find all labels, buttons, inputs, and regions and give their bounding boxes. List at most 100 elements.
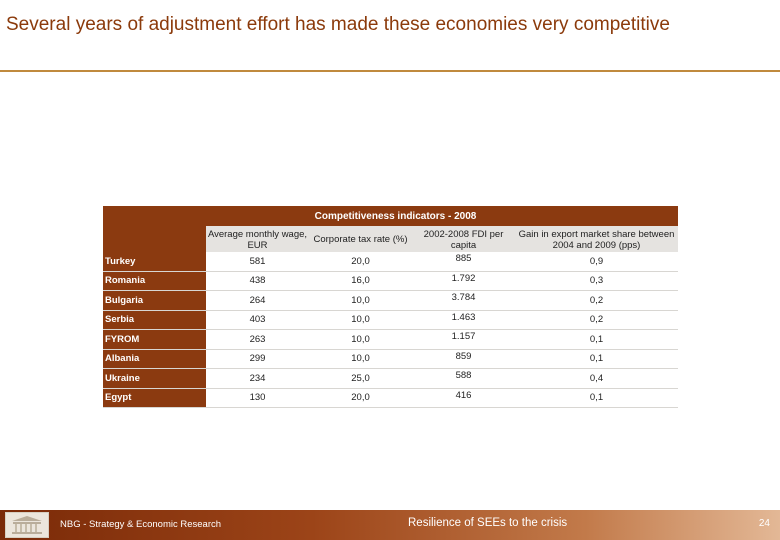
- column-header-export-gain: Gain in export market share between 2004…: [518, 228, 675, 251]
- country-label-text: Bulgaria: [105, 294, 144, 306]
- cell-export-gain-text: 0,9: [589, 255, 604, 267]
- cell-tax-text: 10,0: [351, 353, 370, 365]
- cell-fdi-text: 588: [455, 370, 472, 381]
- cell-wage-text: 581: [249, 255, 266, 267]
- cell-wage: 234: [206, 369, 309, 388]
- cell-wage: 130: [206, 388, 309, 407]
- country-label-text: FYROM: [105, 333, 140, 345]
- slide-title: Several years of adjustment effort has m…: [6, 14, 670, 35]
- cell-wage-text: 403: [249, 314, 266, 326]
- cell-export-gain-text: 0,2: [589, 314, 604, 326]
- page-number: 24: [758, 518, 770, 529]
- cell-tax-text: 25,0: [351, 372, 370, 384]
- country-label-text: Turkey: [105, 255, 136, 267]
- cell-fdi: 859: [412, 349, 515, 368]
- cell-wage: 263: [206, 330, 309, 349]
- cell-fdi: 588: [412, 369, 515, 388]
- table-title: Competitiveness indicators - 2008: [103, 206, 678, 226]
- cell-export-gain-text: 0,2: [589, 294, 604, 306]
- table-body: Turkey 581 20,0 885 0,9 Romania 438 16,0 1.792 0,…: [103, 252, 678, 408]
- cell-tax-text: 20,0: [351, 255, 370, 267]
- cell-tax: 10,0: [309, 310, 412, 329]
- country-label: Ukraine: [103, 369, 206, 388]
- cell-wage-text: 263: [249, 333, 266, 345]
- country-label: Bulgaria: [103, 291, 206, 310]
- cell-tax: 25,0: [309, 369, 412, 388]
- cell-wage-text: 438: [249, 275, 266, 287]
- cell-tax-text: 16,0: [351, 275, 370, 287]
- column-header-fdi: 2002-2008 FDI per capita: [423, 228, 504, 251]
- table-corner-cell: [103, 226, 206, 252]
- cell-tax-text: 10,0: [351, 294, 370, 306]
- country-label: Serbia: [103, 310, 206, 329]
- cell-fdi: 3.784: [412, 291, 515, 310]
- table-row: Ukraine 234 25,0 588 0,4: [103, 369, 678, 389]
- cell-tax: 20,0: [309, 252, 412, 271]
- table-row: Egypt 130 20,0 416 0,1: [103, 388, 678, 408]
- cell-fdi-text: 1.792: [451, 272, 476, 284]
- cell-tax-text: 10,0: [351, 333, 370, 345]
- table-row: Romania 438 16,0 1.792 0,3: [103, 271, 678, 291]
- cell-wage-text: 130: [249, 392, 266, 404]
- cell-wage: 264: [206, 291, 309, 310]
- cell-tax: 10,0: [309, 291, 412, 310]
- competitiveness-table: Competitiveness indicators - 2008 Averag…: [103, 206, 678, 408]
- cell-wage-text: 264: [249, 294, 266, 306]
- cell-export-gain: 0,2: [515, 310, 678, 329]
- table-row: Bulgaria 264 10,0 3.784 0,2: [103, 291, 678, 311]
- table-row: Serbia 403 10,0 1.463 0,2: [103, 310, 678, 330]
- cell-tax: 10,0: [309, 330, 412, 349]
- table-row: Albania 299 10,0 859 0,1: [103, 349, 678, 369]
- table-row: Turkey 581 20,0 885 0,9: [103, 252, 678, 272]
- cell-export-gain: 0,1: [515, 349, 678, 368]
- cell-fdi-text: 1.463: [451, 311, 476, 323]
- footer-organization: NBG - Strategy & Economic Research: [60, 519, 222, 530]
- country-label-text: Romania: [105, 275, 146, 287]
- country-label: Egypt: [103, 388, 206, 407]
- country-label: Albania: [103, 349, 206, 368]
- cell-fdi: 885: [412, 252, 515, 271]
- country-label: Romania: [103, 271, 206, 290]
- cell-export-gain-text: 0,3: [589, 275, 604, 287]
- cell-fdi-text: 1.157: [451, 331, 476, 342]
- country-label: Turkey: [103, 252, 206, 271]
- cell-fdi-text: 885: [455, 253, 472, 264]
- cell-export-gain-text: 0,1: [589, 333, 604, 345]
- cell-fdi: 416: [412, 388, 515, 407]
- table-row: FYROM 263 10,0 1.157 0,1: [103, 330, 678, 350]
- country-label-text: Albania: [105, 353, 140, 365]
- cell-tax: 20,0: [309, 388, 412, 407]
- column-header-tax: Corporate tax rate (%): [313, 234, 408, 245]
- cell-fdi: 1.463: [412, 310, 515, 329]
- country-label-text: Egypt: [105, 392, 132, 404]
- bank-building-icon: [5, 512, 49, 538]
- cell-export-gain-text: 0,4: [589, 372, 604, 384]
- cell-tax-text: 10,0: [351, 314, 370, 326]
- cell-fdi-text: 3.784: [451, 292, 476, 303]
- cell-export-gain: 0,4: [515, 369, 678, 388]
- cell-wage-text: 299: [249, 353, 266, 365]
- cell-export-gain-text: 0,1: [589, 353, 604, 365]
- column-header-wage: Average monthly wage, EUR: [207, 228, 308, 251]
- cell-wage: 581: [206, 252, 309, 271]
- cell-fdi: 1.792: [412, 271, 515, 290]
- table-column-headers: Average monthly wage, EUR Corporate tax …: [103, 226, 678, 252]
- cell-export-gain-text: 0,1: [589, 392, 604, 404]
- cell-wage: 299: [206, 349, 309, 368]
- cell-export-gain: 0,1: [515, 330, 678, 349]
- cell-fdi-text: 416: [455, 389, 472, 401]
- title-divider: [0, 70, 780, 72]
- cell-wage-text: 234: [249, 372, 266, 384]
- cell-wage: 403: [206, 310, 309, 329]
- cell-tax-text: 20,0: [351, 392, 370, 404]
- cell-export-gain: 0,9: [515, 252, 678, 271]
- country-label: FYROM: [103, 330, 206, 349]
- footer-bar: NBG - Strategy & Economic Research Resil…: [0, 510, 780, 540]
- cell-fdi: 1.157: [412, 330, 515, 349]
- country-label-text: Ukraine: [105, 372, 140, 384]
- cell-tax: 10,0: [309, 349, 412, 368]
- cell-wage: 438: [206, 271, 309, 290]
- country-label-text: Serbia: [105, 314, 135, 326]
- footer-presentation-title: Resilience of SEEs to the crisis: [408, 517, 568, 529]
- cell-export-gain: 0,2: [515, 291, 678, 310]
